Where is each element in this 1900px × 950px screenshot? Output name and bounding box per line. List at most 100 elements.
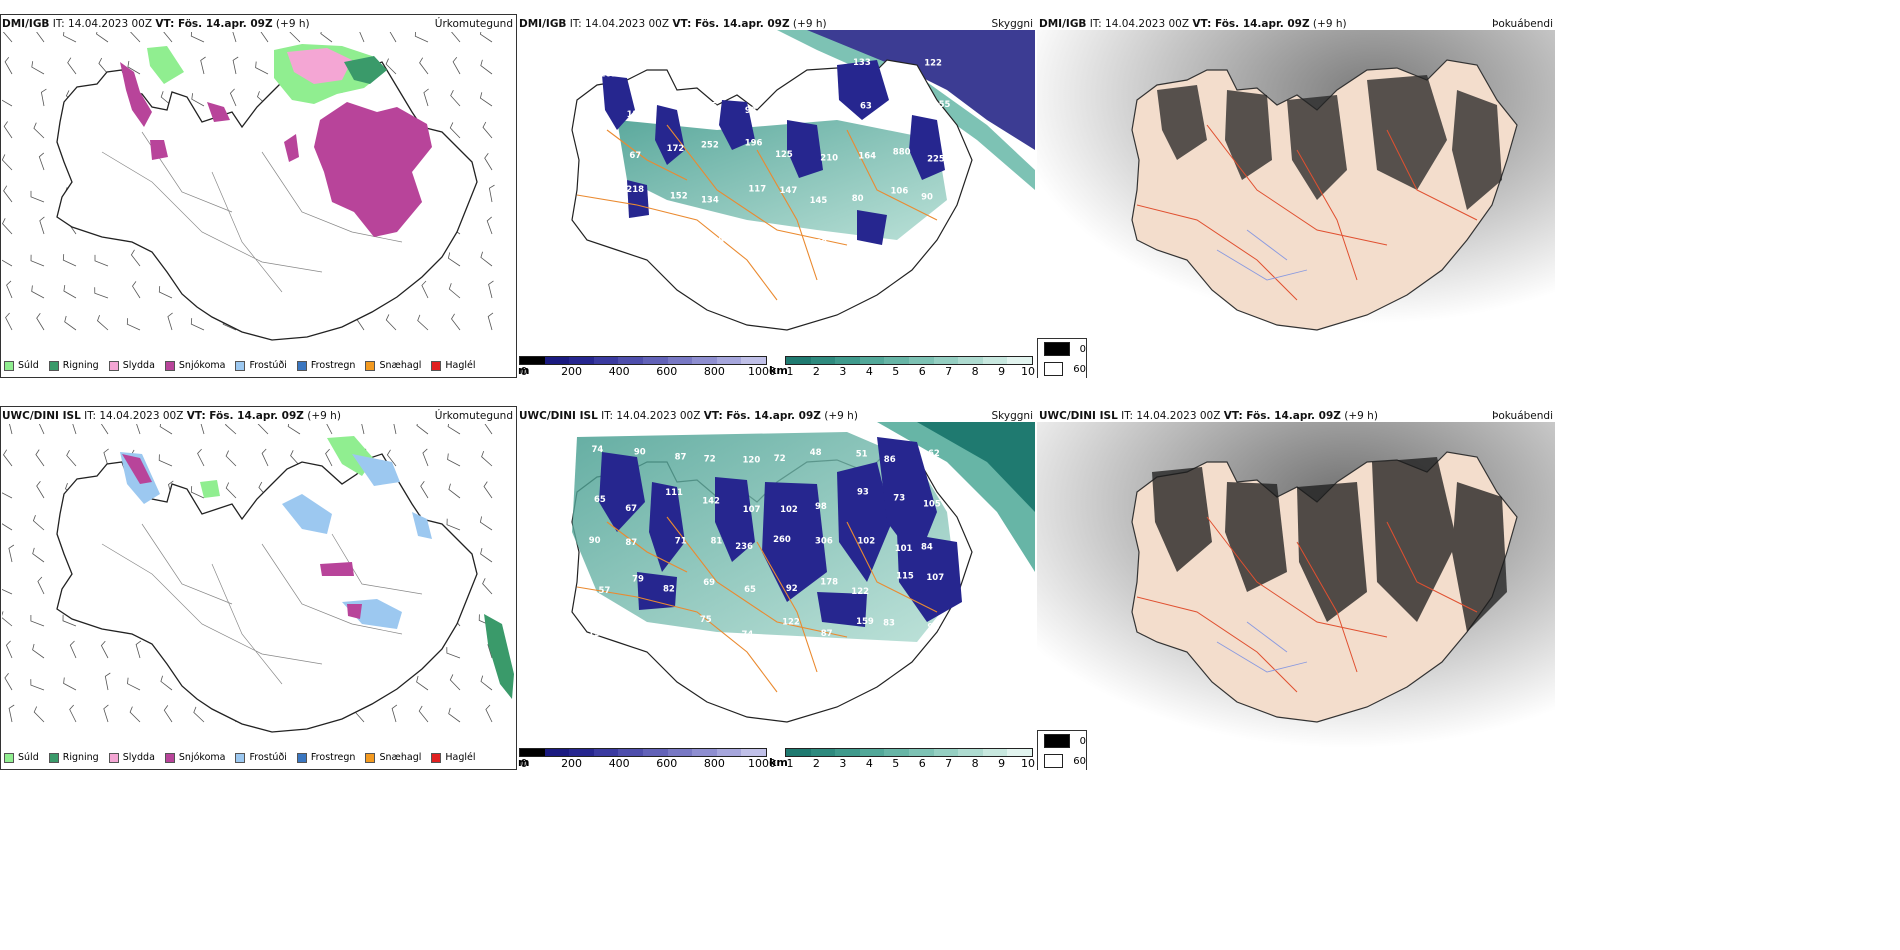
colorbar-step: [1007, 357, 1032, 364]
cloud-height-label: 164: [858, 152, 876, 162]
cloud-height-label: 62: [928, 449, 940, 459]
wind-barb: [232, 56, 239, 75]
wind-barb: [479, 516, 493, 531]
colorbar-tick: 800: [703, 365, 725, 378]
colorbar-tick: 3: [839, 365, 847, 378]
cloud-height-label: 93: [745, 106, 757, 116]
wind-barb: [37, 576, 45, 595]
vt-label: VT: Fös. 14.apr. 09Z: [155, 18, 273, 30]
legend-label: Frostregn: [310, 360, 356, 371]
cloud-height-label: 850: [774, 239, 792, 249]
cloud-height-label: 71: [675, 536, 687, 546]
colorbar-step: [642, 357, 668, 364]
cloud-height-label: 97: [774, 70, 786, 80]
model-name: DMI/IGB: [519, 18, 567, 30]
legend-label: Frostregn: [310, 752, 356, 763]
cloud-height-label: 151: [625, 60, 643, 70]
wind-barb: [2, 154, 13, 171]
wind-barb: [326, 424, 333, 435]
legend-swatch: [48, 360, 59, 371]
fog-legend-label: 0: [1079, 735, 1086, 747]
precip-header: UWC/DINI ISL IT: 14.04.2023 00Z VT: Fös.…: [2, 408, 513, 424]
colorbar-step: [786, 357, 811, 364]
wind-barb: [158, 286, 173, 299]
colorbar-step: [884, 357, 909, 364]
cloud-height-label: 156: [885, 66, 903, 76]
wind-barb: [487, 312, 494, 331]
fog-map: [1037, 422, 1555, 748]
fog-legend-item: 60: [1038, 751, 1086, 770]
legend-swatch: [164, 360, 175, 371]
wind-barb: [127, 677, 141, 691]
wind-barb: [257, 424, 269, 435]
cloud-cell: [599, 452, 645, 532]
wind-barb: [8, 544, 15, 563]
precip-map-svg: [2, 32, 495, 341]
wind-barb: [30, 615, 45, 627]
cloud-height-label: 260: [773, 535, 791, 545]
cloud-height-label: 72: [670, 630, 682, 640]
wind-barb: [200, 56, 206, 75]
cloud-height-label: 125: [775, 150, 793, 160]
precip-map: [2, 32, 515, 358]
wind-barb: [98, 57, 109, 75]
cloud-height-label: 225: [927, 155, 945, 165]
legend-label: Rigning: [62, 360, 99, 371]
fog-legend-label: 60: [1073, 755, 1086, 767]
cloud-base-unit: m: [518, 756, 530, 769]
colorbar-step: [835, 357, 860, 364]
legend-label: Snæhagl: [379, 752, 422, 763]
iceland-outline: [56, 453, 478, 733]
cloud-height-label: 68: [592, 145, 604, 155]
cloud-cell: [897, 532, 962, 622]
cloud-height-label: 117: [815, 56, 833, 66]
colorbar-step: [835, 749, 860, 756]
colorbar-step: [908, 749, 934, 756]
cloud-height-label: 79: [632, 575, 644, 585]
freezing-drizzle-area-2: [352, 454, 400, 486]
colorbar-tick: 7: [945, 365, 953, 378]
it-value: 14.04.2023 00Z: [585, 18, 670, 30]
legend-label: Frostúði: [249, 752, 287, 763]
wind-barb: [447, 252, 461, 267]
wind-barb: [200, 424, 205, 435]
cloud-height-label: 221: [892, 106, 910, 116]
cloud-map: 74 90 87 72 120 72 48 51 86 62 65 67 111 142 107 102 98 9…: [517, 422, 1035, 748]
legend-item: Rigning: [48, 360, 99, 371]
cloud-height-label: 133: [853, 58, 871, 68]
legend-item: Snjókoma: [164, 360, 225, 371]
wind-barb: [4, 672, 13, 691]
legend-label: Slydda: [122, 360, 155, 371]
model-name: UWC/DINI ISL: [2, 410, 81, 422]
wind-barb: [9, 424, 13, 435]
visibility-colorbar: 1 2 3 4 5 6 7 8 9 10: [785, 356, 1035, 378]
roads: [576, 516, 938, 693]
colorbar-step: [859, 749, 885, 756]
colorbar-step: [716, 357, 742, 364]
cloud-height-label: 218: [626, 185, 644, 195]
model-name: UWC/DINI ISL: [1039, 410, 1118, 422]
legend-swatch: [431, 360, 442, 371]
cloud-height-label: 82: [663, 584, 675, 594]
cloud-height-label: 63: [860, 102, 872, 112]
snow-area-5: [150, 140, 168, 160]
colorbar-step: [593, 749, 619, 756]
cloud-cell: [637, 572, 677, 610]
wind-barb: [190, 486, 205, 499]
cloud-cell: [655, 105, 685, 165]
cloud-height-label: 145: [810, 196, 828, 206]
cloud-height-label: 87: [675, 453, 687, 463]
cloud-base-unit: m: [518, 364, 530, 377]
precip-title: Úrkomutegund: [434, 18, 513, 30]
cloud-height-label: 139: [599, 225, 617, 235]
precip-map: [2, 424, 515, 750]
cloud-height-label: 83: [883, 618, 895, 628]
cloud-height-label: 68: [667, 98, 679, 108]
cloud-height-label: 122: [782, 617, 800, 627]
fog-header: UWC/DINI ISL IT: 14.04.2023 00Z VT: Fös.…: [1039, 408, 1553, 424]
cloud-height-labels: 74 90 87 72 120 72 48 51 86 62 65 67 111 142 107 102 98 9…: [588, 445, 944, 673]
cloud-height-label: 252: [701, 140, 719, 150]
cloud-height-label: 57: [599, 586, 611, 596]
wind-barb: [39, 216, 45, 235]
wind-barb: [229, 88, 237, 107]
